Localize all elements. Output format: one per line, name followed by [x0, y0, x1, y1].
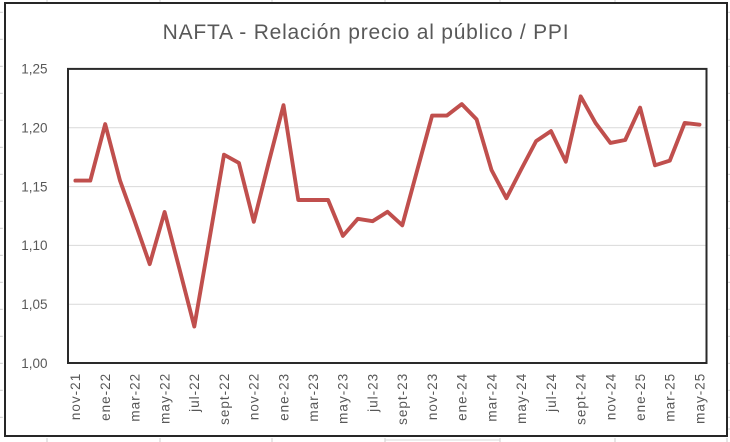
svg-text:1,05: 1,05: [21, 297, 47, 312]
svg-text:1,10: 1,10: [21, 238, 47, 253]
svg-text:jul-23: jul-23: [366, 373, 381, 413]
svg-text:1,20: 1,20: [21, 121, 47, 136]
svg-text:jul-22: jul-22: [187, 373, 202, 413]
svg-text:mar-24: mar-24: [484, 373, 499, 422]
svg-text:ene-25: ene-25: [633, 373, 648, 421]
svg-text:nov-22: nov-22: [247, 373, 262, 420]
svg-text:sept-23: sept-23: [395, 373, 410, 425]
svg-text:jul-24: jul-24: [544, 373, 559, 413]
svg-text:mar-25: mar-25: [663, 373, 678, 422]
svg-text:may-23: may-23: [336, 373, 351, 424]
svg-text:sept-22: sept-22: [217, 373, 232, 425]
svg-text:may-25: may-25: [692, 373, 707, 424]
svg-text:nov-21: nov-21: [68, 373, 83, 420]
svg-text:mar-23: mar-23: [306, 373, 321, 422]
svg-text:may-24: may-24: [514, 373, 529, 424]
svg-text:1,25: 1,25: [21, 62, 47, 77]
svg-text:ene-24: ene-24: [455, 373, 470, 421]
svg-text:1,15: 1,15: [21, 179, 47, 194]
svg-text:sept-24: sept-24: [574, 373, 589, 425]
svg-text:nov-23: nov-23: [425, 373, 440, 420]
svg-text:may-22: may-22: [157, 373, 172, 424]
svg-text:ene-22: ene-22: [98, 373, 113, 421]
svg-text:ene-23: ene-23: [276, 373, 291, 421]
svg-text:nov-24: nov-24: [603, 373, 618, 420]
svg-text:1,00: 1,00: [21, 356, 47, 371]
svg-text:NAFTA - Relación precio al púb: NAFTA - Relación precio al público / PPI: [163, 21, 570, 44]
svg-text:mar-22: mar-22: [128, 373, 143, 422]
